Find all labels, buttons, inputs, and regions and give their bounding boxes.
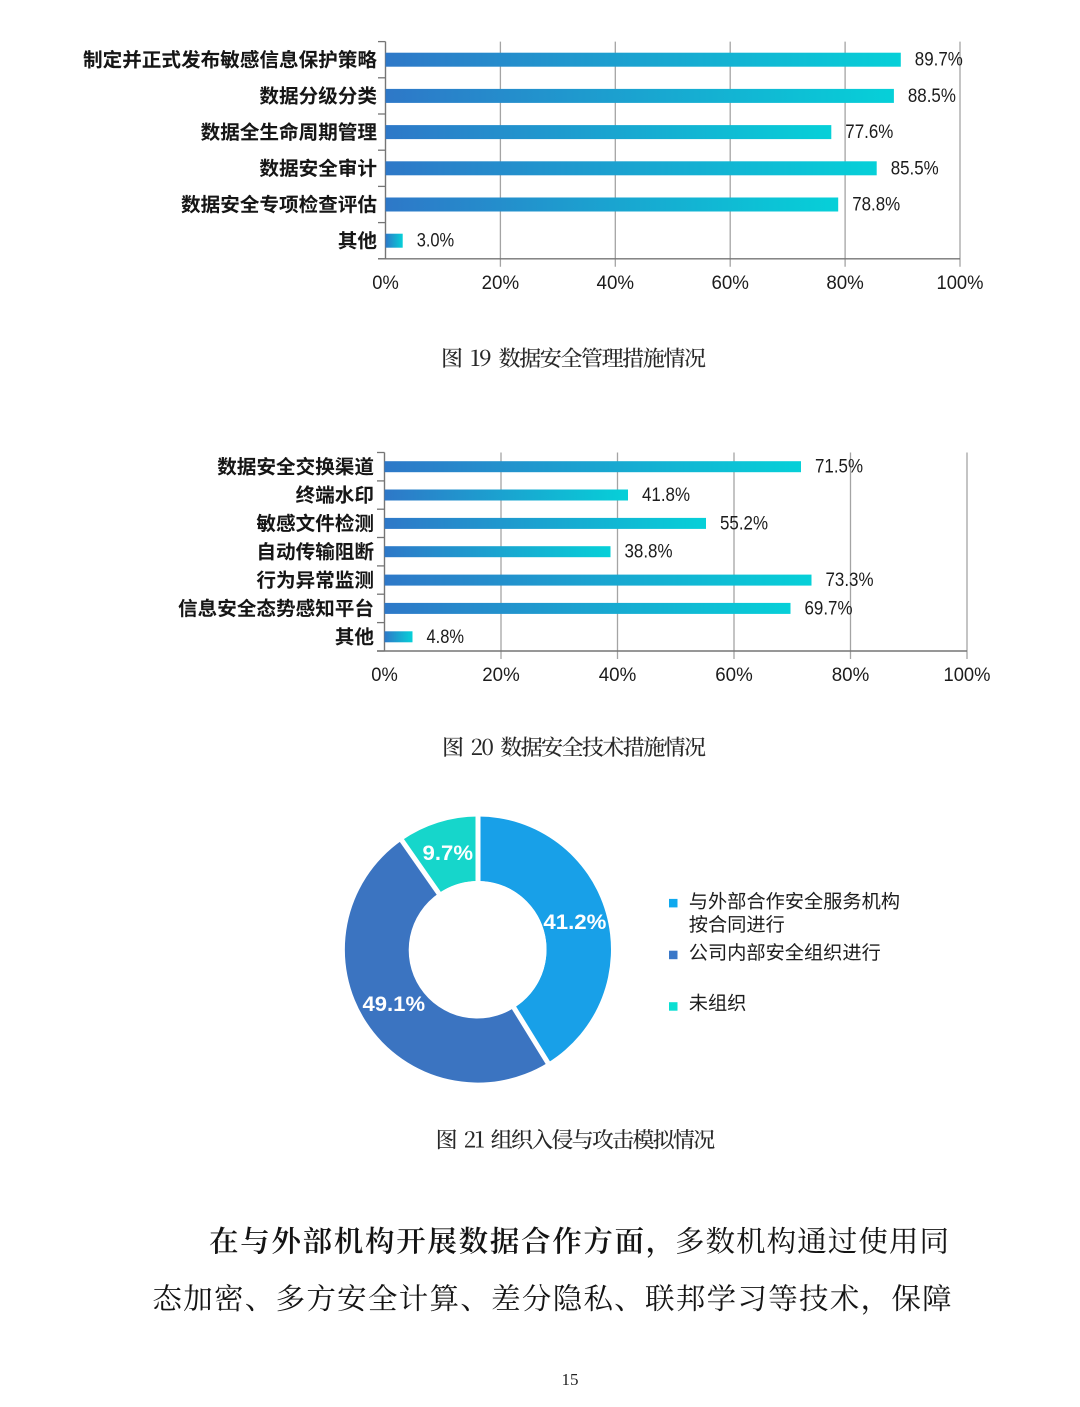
svg-text:89.7%: 89.7% (915, 49, 963, 71)
svg-text:73.3%: 73.3% (826, 569, 874, 591)
svg-text:40%: 40% (597, 272, 635, 294)
svg-text:85.5%: 85.5% (891, 157, 939, 179)
svg-text:49.1%: 49.1% (363, 992, 426, 1016)
svg-text:100%: 100% (937, 272, 984, 294)
svg-text:20%: 20% (482, 664, 520, 686)
svg-text:78.8%: 78.8% (852, 194, 900, 216)
svg-text:71.5%: 71.5% (815, 456, 863, 478)
svg-text:0%: 0% (372, 272, 399, 294)
svg-text:41.2%: 41.2% (543, 910, 606, 934)
svg-text:60%: 60% (715, 664, 753, 686)
svg-text:100%: 100% (944, 664, 991, 686)
svg-text:80%: 80% (826, 272, 864, 294)
svg-text:88.5%: 88.5% (908, 85, 956, 107)
svg-text:55.2%: 55.2% (720, 512, 768, 534)
svg-text:41.8%: 41.8% (642, 484, 690, 506)
svg-text:9.7%: 9.7% (423, 841, 474, 865)
svg-text:15: 15 (562, 1370, 579, 1389)
svg-text:40%: 40% (599, 664, 637, 686)
svg-text:69.7%: 69.7% (805, 597, 853, 619)
svg-text:20%: 20% (482, 272, 520, 294)
svg-text:0%: 0% (371, 664, 398, 686)
svg-text:80%: 80% (832, 664, 870, 686)
svg-text:38.8%: 38.8% (625, 541, 673, 563)
svg-text:77.6%: 77.6% (845, 121, 893, 143)
svg-text:4.8%: 4.8% (427, 626, 465, 648)
svg-text:60%: 60% (711, 272, 749, 294)
svg-text:3.0%: 3.0% (417, 230, 455, 252)
